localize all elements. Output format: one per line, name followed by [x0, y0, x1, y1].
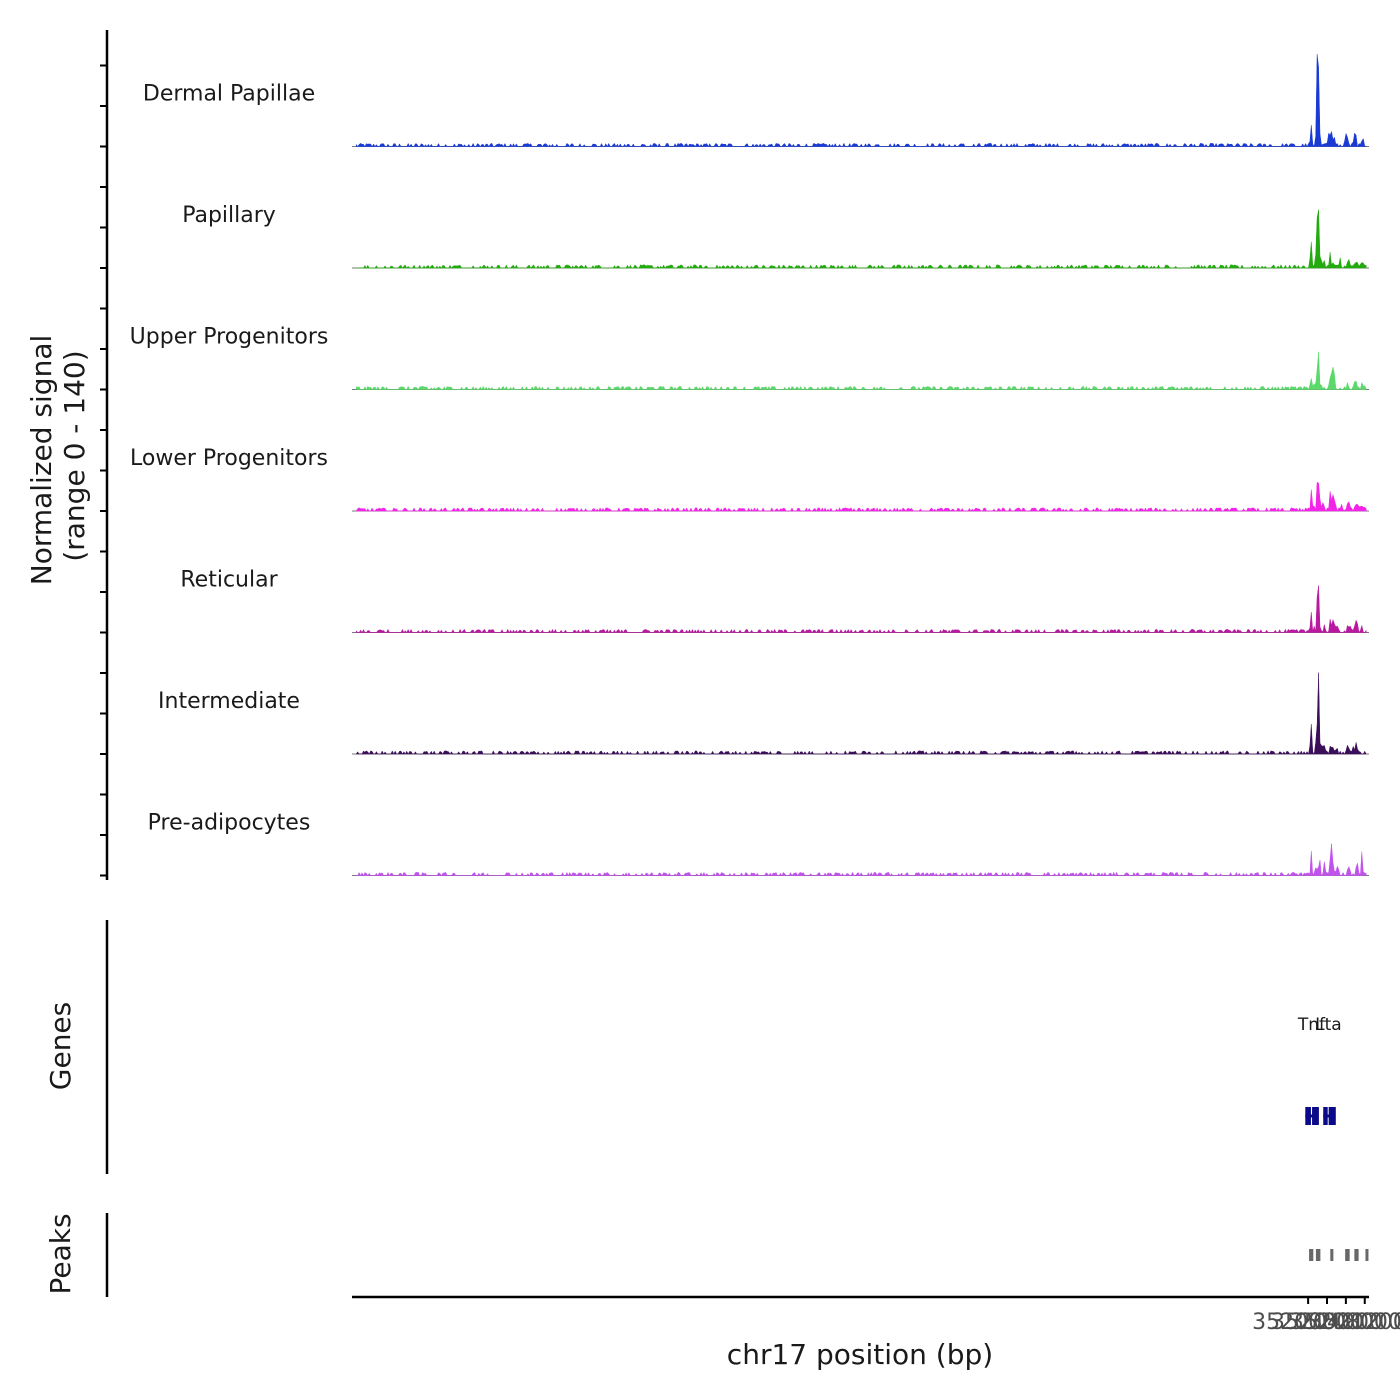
gene-exon: [1315, 1107, 1319, 1125]
gene-exon: [1305, 1107, 1311, 1125]
signal-area-papillary: [356, 209, 1367, 269]
y-axis-label-line1: Normalized signal: [25, 335, 58, 586]
track-upper-progenitors: Upper Progenitors: [130, 325, 1369, 391]
gene-exon: [1323, 1107, 1328, 1125]
track-label-upper-progenitors: Upper Progenitors: [130, 325, 329, 350]
genes-panel-label: Genes: [44, 1002, 77, 1090]
track-lower-progenitors: Lower Progenitors: [130, 446, 1369, 512]
track-label-reticular: Reticular: [180, 568, 278, 593]
track-pre-adipocytes: Pre-adipocytes: [148, 811, 1369, 877]
gene-label: Tnf: [1297, 1015, 1326, 1035]
signal-area-upper-progenitors: [355, 351, 1367, 391]
gene-lta: Lta: [1315, 1015, 1342, 1125]
track-label-pre-adipocytes: Pre-adipocytes: [148, 811, 311, 836]
signal-y-axis: [100, 30, 109, 880]
gene-exon: [1312, 1107, 1316, 1125]
track-label-intermediate: Intermediate: [158, 689, 300, 714]
peaks-panel-label: Peaks: [44, 1213, 77, 1294]
x-tick-label: 35208000: [1290, 1310, 1400, 1335]
x-tick-label: 35204000: [1271, 1310, 1383, 1335]
peaks-panel: [105, 1213, 1369, 1297]
peak-region: [1345, 1249, 1350, 1261]
peak-region: [1315, 1249, 1321, 1261]
track-label-lower-progenitors: Lower Progenitors: [130, 446, 328, 471]
track-label-papillary: Papillary: [182, 203, 276, 228]
signal-area-pre-adipocytes: [356, 843, 1367, 877]
signal-area-dermal-papillae: [355, 54, 1367, 148]
track-label-dermal-papillae: Dermal Papillae: [143, 82, 315, 107]
x-tick-label: 35200000: [1252, 1310, 1364, 1335]
track-dermal-papillae: Dermal Papillae: [143, 54, 1369, 148]
track-intermediate: Intermediate: [158, 672, 1369, 755]
signal-area-intermediate: [355, 672, 1367, 755]
gene-exon: [1330, 1107, 1334, 1125]
gene-exon: [1332, 1107, 1336, 1125]
peak-region: [1354, 1249, 1359, 1261]
x-tick-label: 35212000: [1309, 1310, 1400, 1335]
track-reticular: Reticular: [180, 568, 1369, 634]
gene-label: Lta: [1315, 1015, 1342, 1035]
peak-region: [1365, 1249, 1369, 1261]
y-axis-label-line2: (range 0 - 140): [58, 350, 91, 561]
gene-tnf: Tnf: [1297, 1015, 1326, 1125]
peak-region: [1330, 1249, 1334, 1261]
signal-area-reticular: [355, 585, 1367, 634]
peak-region: [1309, 1249, 1314, 1261]
signal-tracks: Dermal Papillae Papillary Upper Progenitor…: [130, 54, 1369, 877]
track-papillary: Papillary: [182, 203, 1369, 269]
x-axis-label: chr17 position (bp): [727, 1338, 993, 1371]
signal-area-lower-progenitors: [355, 481, 1367, 512]
x-axis: 35200000352040003520800035212000: [352, 1295, 1400, 1335]
